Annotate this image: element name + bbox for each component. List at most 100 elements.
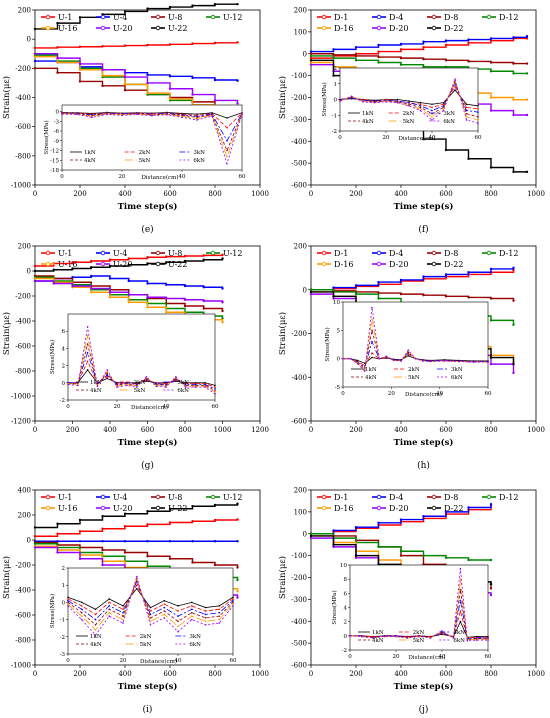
data-point xyxy=(56,532,59,535)
data-point xyxy=(354,554,358,557)
inset-point xyxy=(190,608,193,611)
data-point xyxy=(512,170,515,174)
data-point xyxy=(512,72,515,75)
data-point xyxy=(78,16,82,19)
data-point xyxy=(101,68,104,71)
inset-point xyxy=(122,615,124,617)
legend: U-1 U-4 U-8 U-12 U-16 U-20 U-22 xyxy=(41,493,242,513)
inset-point xyxy=(362,101,364,103)
inset-legend-label: 4kN xyxy=(362,119,374,125)
legend-marker xyxy=(376,494,382,500)
data-point xyxy=(202,286,205,289)
inset-point xyxy=(385,355,388,358)
inset-point xyxy=(226,126,228,129)
inset-series-line xyxy=(68,351,216,390)
data-point xyxy=(213,503,217,507)
x-tick-label: 0 xyxy=(309,426,313,434)
data-point xyxy=(354,45,358,49)
x-tick-label: 0 xyxy=(33,670,37,678)
data-point xyxy=(444,295,448,298)
panel-g: 0 200 400 600 800 1000 1200-1200-1000-800-600-… xyxy=(1,243,269,472)
data-point xyxy=(183,284,187,288)
inset-point xyxy=(429,360,431,363)
inset-y-label: Stress(MPa) xyxy=(331,590,338,624)
inset-point xyxy=(106,113,108,116)
inset-point xyxy=(76,113,78,116)
legend-marker xyxy=(376,25,382,31)
inset-point xyxy=(94,618,97,621)
data-point xyxy=(332,48,335,51)
data-point xyxy=(309,290,313,294)
inset-x-tick-label: 0 xyxy=(66,404,70,410)
x-tick-label: 600 xyxy=(163,190,176,198)
data-point xyxy=(146,296,149,299)
y-axis-label: Strain(με) xyxy=(1,556,12,599)
data-point xyxy=(108,291,112,294)
data-point xyxy=(309,534,313,538)
legend-label: D-16 xyxy=(334,260,353,269)
inset-point xyxy=(149,613,152,616)
data-point xyxy=(467,38,470,41)
x-axis-label: Time step(s) xyxy=(118,681,178,692)
legend-label: D-4 xyxy=(389,493,403,502)
legend-label: D-16 xyxy=(334,504,353,513)
data-point xyxy=(399,42,403,46)
legend-marker xyxy=(431,14,437,20)
inset-legend-label: 6kN xyxy=(177,388,189,394)
inset-point xyxy=(371,356,373,359)
inset-y-tick-label: -18 xyxy=(50,168,59,174)
inset-series-line xyxy=(349,568,488,642)
inset-legend-label: 6kN xyxy=(193,158,205,164)
inset-point xyxy=(465,103,468,106)
legend-marker xyxy=(486,494,492,500)
inset-point xyxy=(218,605,221,607)
x-tick-label: 200 xyxy=(349,426,362,434)
inset-point xyxy=(465,116,468,118)
series-line xyxy=(311,270,515,291)
inset-point xyxy=(94,613,97,616)
legend-marker xyxy=(321,505,327,511)
inset-x-tick-label: 60 xyxy=(475,135,482,141)
x-tick-label: 1000 xyxy=(251,670,269,678)
inset-legend-label: 2kN xyxy=(140,634,152,640)
panel-caption: (g) xyxy=(141,460,154,471)
legend-label: U-20 xyxy=(113,504,132,513)
legend: D-1 D-4 D-8 D-12 D-16 D-20 D-22 xyxy=(317,249,518,269)
data-point xyxy=(309,63,313,66)
inset-point xyxy=(349,357,352,360)
inset-point xyxy=(232,598,234,600)
data-point xyxy=(101,527,104,530)
y-tick-label: -1000 xyxy=(11,393,31,401)
data-point xyxy=(489,37,493,40)
inset-point xyxy=(226,162,228,165)
data-point xyxy=(221,309,224,313)
data-point xyxy=(467,506,470,509)
data-point xyxy=(168,5,172,9)
inset-series-line xyxy=(67,335,216,393)
data-point xyxy=(525,62,529,65)
inset-point xyxy=(80,608,83,611)
inset-y-label: Stress(MPa) xyxy=(49,594,56,628)
y-tick-label: -400 xyxy=(15,318,31,326)
data-point xyxy=(525,170,529,174)
inset-y-tick-label: 2 xyxy=(62,364,66,370)
data-point xyxy=(377,50,380,53)
inset-x-label: Distance(cm) xyxy=(409,654,446,661)
inset-point xyxy=(149,610,152,612)
inset-point xyxy=(177,630,179,633)
inset-x-tick-label: 0 xyxy=(348,654,352,660)
series-line xyxy=(35,519,239,537)
inset-point xyxy=(226,117,228,119)
inset-point xyxy=(421,360,424,362)
data-point xyxy=(108,277,112,280)
legend-marker xyxy=(321,261,327,267)
x-axis-label: Time step(s) xyxy=(118,437,178,448)
data-point xyxy=(512,62,515,65)
inset-y-tick-label: -9 xyxy=(54,139,60,145)
legend-label: U-22 xyxy=(168,504,187,513)
data-point xyxy=(33,546,37,549)
data-point xyxy=(127,279,130,283)
inset-point xyxy=(466,639,469,642)
panel-caption: (i) xyxy=(143,704,153,715)
x-tick-label: 1000 xyxy=(527,190,545,198)
